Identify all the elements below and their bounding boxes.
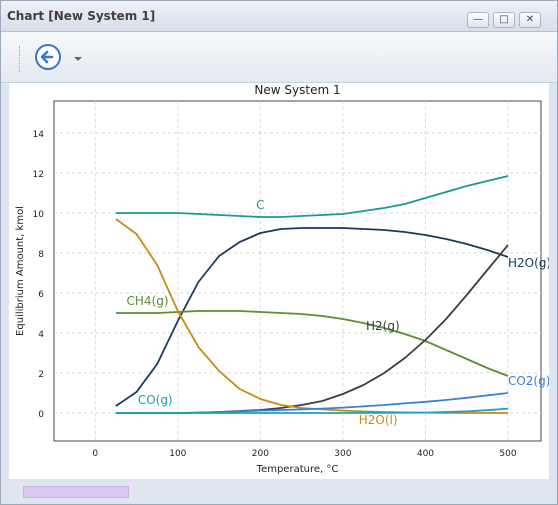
y-tick-label: 8 [38,250,44,260]
chevron-down-icon[interactable] [74,57,82,61]
toolbar-grip[interactable] [19,46,22,72]
back-arrow-icon [40,50,54,64]
progress-bar [23,486,129,498]
series-line-c [115,175,509,218]
x-tick-label: 200 [252,449,269,459]
y-tick-label: 6 [38,290,44,300]
series-label-ch4-g-: CH4(g) [127,294,169,308]
y-tick-label: 4 [38,330,44,340]
series-label-h2-g-: H2(g) [366,319,400,333]
series-line-h2o-g- [115,227,509,407]
window-title: Chart [New System 1] [7,9,156,23]
x-tick-label: 400 [417,449,434,459]
status-bar [1,481,557,504]
minimize-icon: — [473,14,483,25]
y-tick-label: 12 [33,170,44,180]
chart-area: New System 1 0 2 4 6 8 10 12 14 0 100 200 300 400 500 T… [9,83,551,479]
maximize-icon: □ [499,14,509,25]
equilibrium-chart: New System 1 0 2 4 6 8 10 12 14 0 100 200 300 400 500 T… [15,83,551,475]
y-tick-label: 0 [38,410,44,420]
series-label-h2o-g-: H2O(g) [508,256,549,270]
x-tick-label: 500 [499,449,516,459]
series-line-co-g- [115,407,509,414]
x-tick-label: 300 [334,449,351,459]
back-button[interactable] [35,44,61,70]
series-label-co-g-: CO(g) [138,393,173,407]
toolbar [1,32,557,83]
x-tick-label: 0 [92,449,98,459]
title-bar[interactable]: Chart [New System 1] — □ ✕ [1,1,557,32]
close-icon: ✕ [525,14,535,25]
chart-title: New System 1 [254,83,340,97]
series-label-co2-g-: CO2(g) [508,374,549,388]
minimize-button[interactable]: — [467,12,489,28]
y-tick-label: 10 [33,210,45,220]
plot-frame [53,100,542,442]
series-line-ch4-g- [115,310,509,377]
x-tick-label: 100 [169,449,186,459]
x-axis-label: Temperature, °C [256,464,339,475]
close-button[interactable]: ✕ [519,12,541,28]
series-label-c: C [256,198,264,212]
series-label-h2o-l-: H2O(l) [359,413,398,427]
y-tick-label: 2 [38,370,44,380]
maximize-button[interactable]: □ [493,12,515,28]
y-axis-label: Equilibrium Amount, kmol [15,206,26,336]
y-tick-label: 14 [33,130,45,140]
